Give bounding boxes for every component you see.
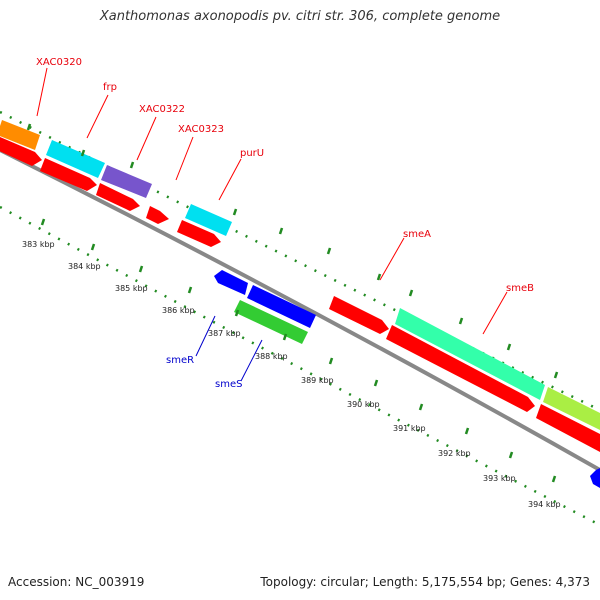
scale-label-385: 385 kbp — [115, 284, 148, 293]
leader-smeb — [482, 291, 508, 335]
gene-red-6[interactable] — [329, 296, 389, 334]
accession-text: Accession: NC_003919 — [8, 575, 145, 589]
leader-frp — [86, 94, 109, 139]
topology-text: Topology: circular; Length: 5,175,554 bp… — [260, 575, 590, 589]
outer-tick-marks — [26, 123, 559, 379]
gene-red-1[interactable] — [0, 137, 42, 166]
gene-red-3[interactable] — [96, 183, 140, 211]
gene-blue-right[interactable] — [590, 468, 600, 488]
label-smea: smeA — [403, 229, 431, 240]
leader-xac0323 — [175, 136, 194, 181]
gene-xac0320-outer[interactable] — [0, 120, 40, 150]
leader-xac0322 — [136, 116, 157, 161]
scale-label-388: 388 kbp — [255, 352, 288, 361]
label-puru: purU — [240, 148, 264, 159]
label-frp: frp — [103, 82, 117, 93]
scale-label-389: 389 kbp — [301, 376, 334, 385]
gene-smeA-teal[interactable] — [395, 308, 545, 400]
inner-tick-marks — [40, 218, 557, 483]
scale-label-394: 394 kbp — [528, 500, 561, 509]
label-smer: smeR — [166, 355, 194, 366]
gene-red-8[interactable] — [536, 404, 600, 452]
scale-label-391: 391 kbp — [393, 424, 426, 433]
gene-red-2[interactable] — [40, 158, 97, 191]
genome-title: Xanthomonas axonopodis pv. citri str. 30… — [99, 9, 501, 24]
leader-smer — [195, 315, 216, 357]
outer-dotted-ring — [0, 110, 600, 412]
gene-xac0322-purple[interactable] — [101, 165, 152, 198]
leader-smea — [379, 237, 405, 281]
scale-label-392: 392 kbp — [438, 449, 471, 458]
gene-frp-cyan[interactable] — [46, 140, 105, 178]
gene-red-4[interactable] — [146, 206, 169, 224]
label-xac0320: XAC0320 — [36, 57, 82, 68]
gene-green[interactable] — [234, 300, 308, 344]
scale-label-386: 386 kbp — [162, 306, 195, 315]
label-smeb: smeB — [506, 283, 534, 294]
leader-puru — [218, 158, 242, 201]
scale-label-390: 390 kbp — [347, 400, 380, 409]
gene-red-7[interactable] — [386, 325, 535, 412]
leader-smes — [240, 339, 263, 382]
gene-smeS-blue[interactable] — [247, 285, 316, 328]
scale-label-387: 387 kbp — [208, 329, 241, 338]
genome-backbone — [0, 148, 600, 472]
scale-label-384: 384 kbp — [68, 262, 101, 271]
gene-smeR-blue[interactable] — [214, 270, 248, 295]
scale-label-383: 383 kbp — [22, 240, 55, 249]
label-smes: smeS — [215, 379, 242, 390]
leader-xac0320 — [36, 67, 48, 117]
scale-label-393: 393 kbp — [483, 474, 516, 483]
gene-red-5[interactable] — [177, 220, 221, 247]
label-xac0322: XAC0322 — [139, 104, 185, 115]
gene-smeB-yellowgreen[interactable] — [543, 387, 600, 430]
gene-purU-cyan[interactable] — [185, 204, 232, 236]
label-xac0323: XAC0323 — [178, 124, 224, 135]
